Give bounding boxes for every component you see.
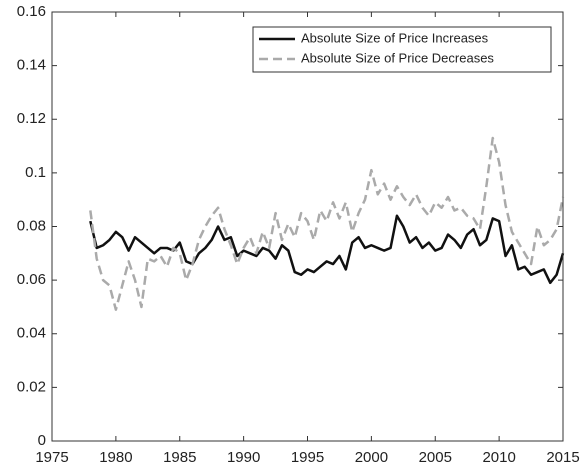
- y-tick-label: 0.08: [17, 217, 46, 234]
- axes-box: [51, 11, 564, 442]
- y-tick-label: 0.14: [17, 57, 46, 74]
- series-line: [89, 136, 565, 311]
- x-tick-label: 1995: [291, 449, 324, 466]
- x-tick-label: 2010: [482, 449, 515, 466]
- y-tick-label: 0.12: [17, 110, 46, 127]
- x-tick-label: 2015: [546, 449, 579, 466]
- legend: Absolute Size of Price Increases Absolute…: [252, 26, 552, 73]
- y-tick-label: 0.04: [17, 325, 46, 342]
- series-line: [89, 214, 565, 285]
- legend-box: [252, 26, 552, 73]
- plot-area: [52, 12, 563, 441]
- y-tick-label: 0.02: [17, 378, 46, 395]
- x-tick-label: 1975: [35, 449, 68, 466]
- x-tick-label: 2000: [355, 449, 388, 466]
- x-tick-label: 1980: [99, 449, 132, 466]
- legend-label: Absolute Size of Price Increases: [301, 30, 489, 45]
- y-tick-label: 0.16: [17, 3, 46, 20]
- y-tick-label: 0.1: [25, 164, 46, 181]
- x-tick-label: 1990: [227, 449, 260, 466]
- legend-label: Absolute Size of Price Decreases: [301, 50, 494, 65]
- x-tick-label: 1985: [163, 449, 196, 466]
- y-tick-label: 0: [38, 432, 46, 449]
- x-tick-label: 2005: [419, 449, 452, 466]
- y-tick-label: 0.06: [17, 271, 46, 288]
